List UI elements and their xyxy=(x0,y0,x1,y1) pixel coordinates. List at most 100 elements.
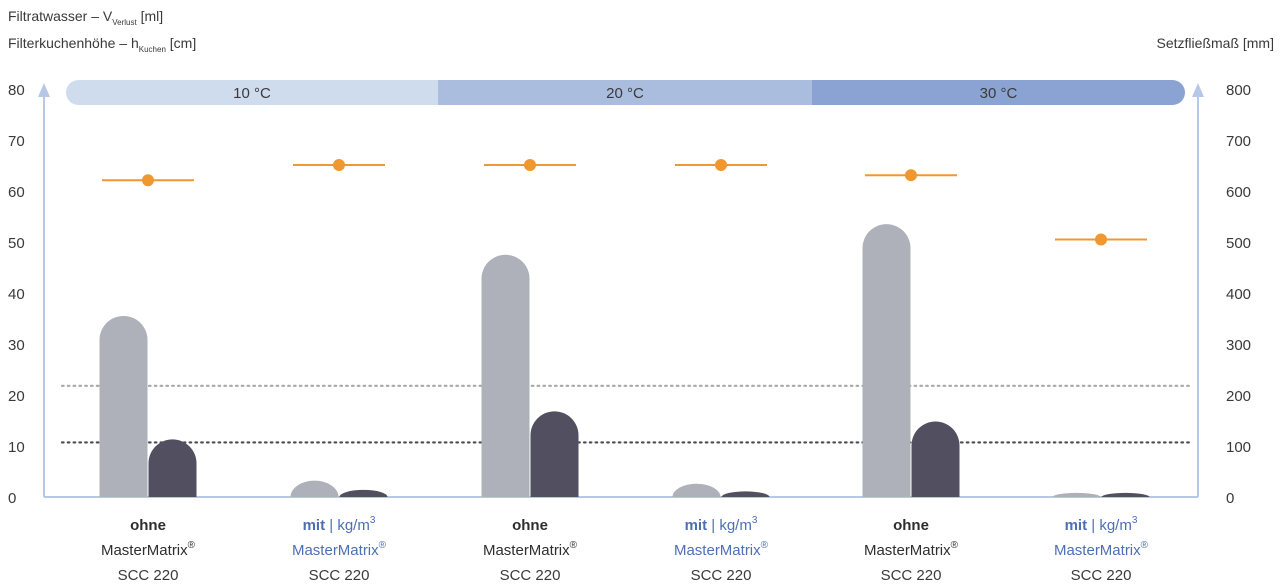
flow-point xyxy=(905,169,917,182)
category-product: MasterMatrix xyxy=(483,542,570,559)
right-tick-label: 300 xyxy=(1226,337,1251,354)
right-axis-arrow xyxy=(1192,83,1204,97)
left-tick-label: 70 xyxy=(8,133,25,150)
left-tick-label: 80 xyxy=(8,82,25,99)
band-10c xyxy=(66,80,438,105)
category-label-line2: MasterMatrix® xyxy=(674,540,769,559)
category-label-line3: SCC 220 xyxy=(691,567,752,584)
right-tick-label: 100 xyxy=(1226,439,1251,456)
band-label: 30 °C xyxy=(980,85,1018,102)
category-label-line2: MasterMatrix® xyxy=(101,540,196,559)
left-axis-title-1-subscript: Verlust xyxy=(112,18,137,27)
category-product: MasterMatrix xyxy=(674,542,761,559)
category-label-line1: ohne xyxy=(130,517,166,534)
bar-filtrate-water xyxy=(99,315,148,497)
left-axis-title-1: Filtratwasser – VVerlust [ml] xyxy=(8,8,163,27)
category-label-line3: SCC 220 xyxy=(309,567,370,584)
flow-point xyxy=(142,174,154,187)
temperature-bands: 10 °C 20 °C 30 °C xyxy=(66,79,1185,105)
category-label-line1: ohne xyxy=(512,517,548,534)
left-tick-label: 10 xyxy=(8,439,25,456)
bar-filtrate-water xyxy=(290,480,339,497)
category-label-line3: SCC 220 xyxy=(881,567,942,584)
category-unit: | kg/m xyxy=(707,517,752,534)
category-unit-sup: 3 xyxy=(752,515,758,526)
bar-filter-cake-height xyxy=(148,439,197,497)
category-unit: | kg/m xyxy=(325,517,370,534)
left-axis-title-1-unit: [ml] xyxy=(137,8,163,24)
band-30c xyxy=(812,79,1185,105)
category-product: MasterMatrix xyxy=(1054,542,1141,559)
category-label-line3: SCC 220 xyxy=(118,567,179,584)
bars xyxy=(99,224,1150,497)
right-tick-label: 0 xyxy=(1226,490,1234,507)
band-label: 20 °C xyxy=(606,85,644,102)
category-label-line2: MasterMatrix® xyxy=(864,540,959,559)
left-axis-title-1-main: Filtratwasser – V xyxy=(8,8,113,24)
category-strong: ohne xyxy=(130,517,166,534)
axis-titles: Filtratwasser – VVerlust [ml] Filterkuche… xyxy=(8,8,1274,54)
category-registered-mark: ® xyxy=(379,540,387,551)
left-axis-title-2-main: Filterkuchenhöhe – h xyxy=(8,35,139,51)
category-registered-mark: ® xyxy=(188,540,196,551)
bar-filtrate-water xyxy=(672,483,721,497)
category-label-line3: SCC 220 xyxy=(500,567,561,584)
category-strong: ohne xyxy=(893,517,929,534)
category-label-line2: MasterMatrix® xyxy=(292,540,387,559)
category-unit: | kg/m xyxy=(1087,517,1132,534)
category-registered-mark: ® xyxy=(570,540,578,551)
bar-filtrate-water xyxy=(862,224,911,497)
category-label-line1: mit | kg/m3 xyxy=(303,515,376,534)
left-tick-label: 60 xyxy=(8,184,25,201)
category-strong: mit xyxy=(685,517,708,534)
reference-lines xyxy=(60,384,1192,444)
bar-filter-cake-height xyxy=(530,411,579,497)
band-20c xyxy=(438,80,812,105)
category-strong: mit xyxy=(303,517,326,534)
flow-point xyxy=(1095,233,1107,246)
band-label: 10 °C xyxy=(233,85,271,102)
right-axis-title: Setzfließmaß [mm] xyxy=(1157,35,1274,51)
bar-filter-cake-height xyxy=(339,489,388,497)
flow-point xyxy=(333,158,345,171)
right-tick-label: 800 xyxy=(1226,82,1251,99)
flow-point xyxy=(715,158,727,171)
left-tick-label: 30 xyxy=(8,337,25,354)
category-product: MasterMatrix xyxy=(864,542,951,559)
category-strong: ohne xyxy=(512,517,548,534)
flow-point xyxy=(524,158,536,171)
left-tick-label: 40 xyxy=(8,286,25,303)
left-tick-label: 50 xyxy=(8,235,25,252)
left-tick-label: 0 xyxy=(8,490,16,507)
category-label-line3: SCC 220 xyxy=(1071,567,1132,584)
left-axis-title-2-subscript: Kuchen xyxy=(139,45,166,54)
left-tick-label: 20 xyxy=(8,388,25,405)
right-tick-label: 400 xyxy=(1226,286,1251,303)
category-registered-mark: ® xyxy=(951,540,959,551)
category-label-line1: ohne xyxy=(893,517,929,534)
right-tick-label: 600 xyxy=(1226,184,1251,201)
bar-filter-cake-height xyxy=(721,491,770,497)
bar-filter-cake-height xyxy=(911,421,960,497)
axes: 0102030405060708001002003004005006007008… xyxy=(8,82,1251,507)
bar-filter-cake-height xyxy=(1101,492,1150,497)
left-axis-arrow xyxy=(38,83,50,97)
right-tick-label: 700 xyxy=(1226,133,1251,150)
category-registered-mark: ® xyxy=(1141,540,1149,551)
category-product: MasterMatrix xyxy=(101,542,188,559)
left-axis-title-2-unit: [cm] xyxy=(166,35,196,51)
bar-filtrate-water xyxy=(481,254,530,497)
category-strong: mit xyxy=(1065,517,1088,534)
category-unit-sup: 3 xyxy=(1132,515,1138,526)
flow-markers xyxy=(102,158,1147,246)
category-label-line1: mit | kg/m3 xyxy=(685,515,758,534)
bar-filtrate-water xyxy=(1052,492,1101,497)
category-label-line1: mit | kg/m3 xyxy=(1065,515,1138,534)
category-registered-mark: ® xyxy=(761,540,769,551)
category-unit-sup: 3 xyxy=(370,515,376,526)
right-tick-label: 500 xyxy=(1226,235,1251,252)
category-label-line2: MasterMatrix® xyxy=(1054,540,1149,559)
category-label-line2: MasterMatrix® xyxy=(483,540,578,559)
